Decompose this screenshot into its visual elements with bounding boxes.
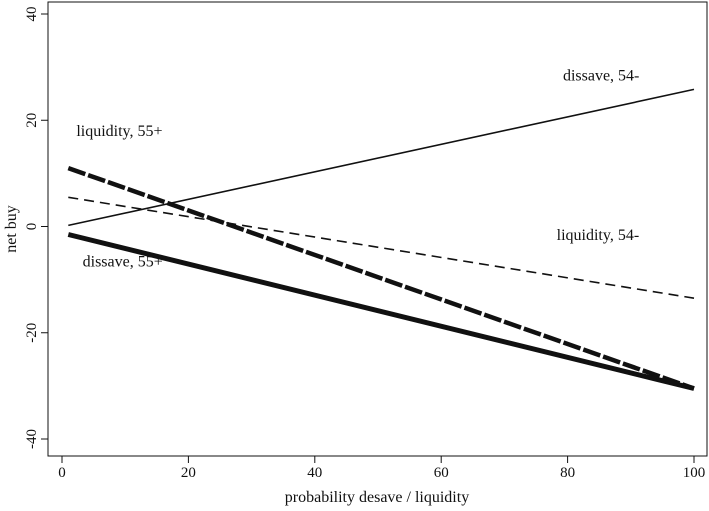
series-line-2 (68, 196, 695, 299)
series-label: liquidity, 55+ (76, 123, 162, 140)
y-tick-label: 40 (24, 7, 40, 22)
x-tick-label: 100 (683, 465, 706, 481)
series-line-1 (67, 165, 695, 391)
y-tick-label: -40 (24, 429, 40, 449)
series-labels: dissave, 54- liquidity, 55+ liquidity, 54-… (76, 67, 639, 270)
series-label: dissave, 54- (563, 67, 639, 84)
x-tick-label: 60 (434, 465, 449, 481)
y-axis: -40 -20 0 20 40 (24, 7, 48, 449)
y-tick-label: 20 (24, 113, 40, 128)
x-tick-label: 20 (181, 465, 196, 481)
x-axis: 0 20 40 60 80 100 (58, 456, 705, 481)
y-axis-title: net buy (3, 205, 20, 253)
y-tick-label: 0 (24, 223, 40, 231)
series-line-3 (67, 232, 695, 391)
x-axis-title: probability desave / liquidity (285, 489, 469, 506)
series-lines (67, 88, 695, 391)
y-tick-label: -20 (24, 323, 40, 343)
series-label: liquidity, 54- (557, 227, 640, 244)
x-tick-label: 40 (307, 465, 322, 481)
series-label: dissave, 55+ (83, 253, 163, 270)
x-tick-label: 0 (58, 465, 66, 481)
x-tick-label: 80 (560, 465, 575, 481)
series-line-0 (68, 88, 695, 227)
plot-frame (47, 1, 708, 457)
